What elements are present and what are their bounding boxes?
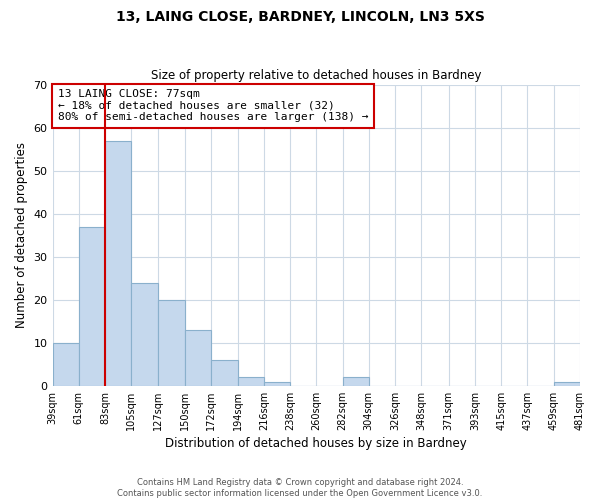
Bar — [343, 377, 369, 386]
Bar — [554, 382, 580, 386]
Bar — [264, 382, 290, 386]
Bar — [185, 330, 211, 386]
Text: Contains HM Land Registry data © Crown copyright and database right 2024.
Contai: Contains HM Land Registry data © Crown c… — [118, 478, 482, 498]
X-axis label: Distribution of detached houses by size in Bardney: Distribution of detached houses by size … — [166, 437, 467, 450]
Bar — [158, 300, 185, 386]
Bar — [105, 140, 131, 386]
Bar — [53, 343, 79, 386]
Bar — [238, 377, 264, 386]
Y-axis label: Number of detached properties: Number of detached properties — [15, 142, 28, 328]
Text: 13, LAING CLOSE, BARDNEY, LINCOLN, LN3 5XS: 13, LAING CLOSE, BARDNEY, LINCOLN, LN3 5… — [116, 10, 484, 24]
Bar — [211, 360, 238, 386]
Text: 13 LAING CLOSE: 77sqm
← 18% of detached houses are smaller (32)
80% of semi-deta: 13 LAING CLOSE: 77sqm ← 18% of detached … — [58, 89, 368, 122]
Bar — [131, 282, 158, 386]
Title: Size of property relative to detached houses in Bardney: Size of property relative to detached ho… — [151, 69, 482, 82]
Bar — [79, 226, 105, 386]
